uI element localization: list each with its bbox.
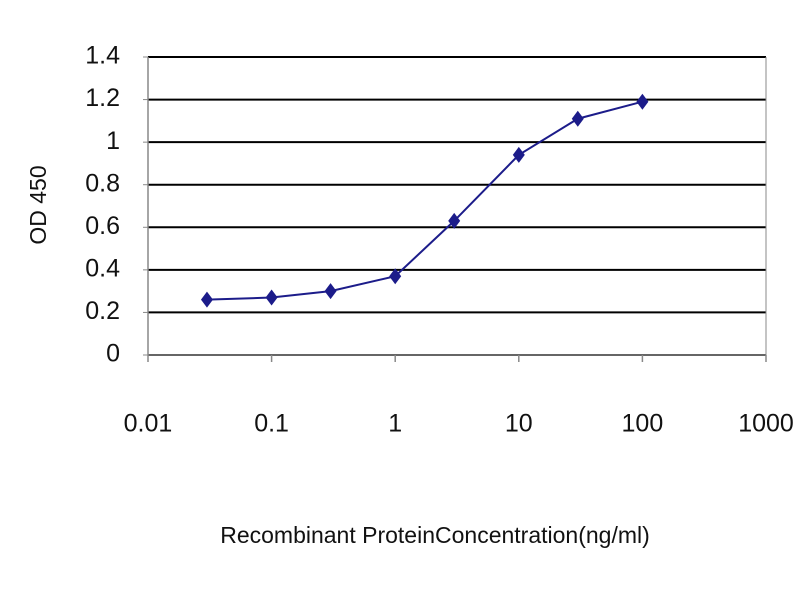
data-point [324,283,337,300]
data-point [448,212,461,229]
x-axis-label: Recombinant ProteinConcentration(ng/ml) [220,522,650,548]
x-tick-label: 0.1 [254,410,289,438]
data-point [571,110,584,127]
x-tick-label: 0.01 [124,410,173,438]
y-tick-label: 1.4 [85,42,120,70]
x-tick-label: 1000 [738,410,794,438]
x-tick-label: 100 [622,410,664,438]
x-tick-label: 1 [388,410,402,438]
data-point [389,268,402,285]
y-tick-label: 1 [106,127,120,155]
y-tick-label: 0.6 [85,212,120,240]
y-tick-label: 0.2 [85,297,120,325]
data-line [206,100,643,301]
y-tick-label: 0 [106,340,120,368]
y-tick-label: 0.8 [85,169,120,197]
y-tick-label: 1.2 [85,84,120,112]
data-point [636,93,649,110]
data-point [265,289,278,306]
y-tick-label: 0.4 [85,254,120,282]
y-axis-label: OD 450 [25,165,51,244]
data-point [200,291,213,308]
data-point [512,146,525,163]
x-tick-label: 10 [505,410,533,438]
